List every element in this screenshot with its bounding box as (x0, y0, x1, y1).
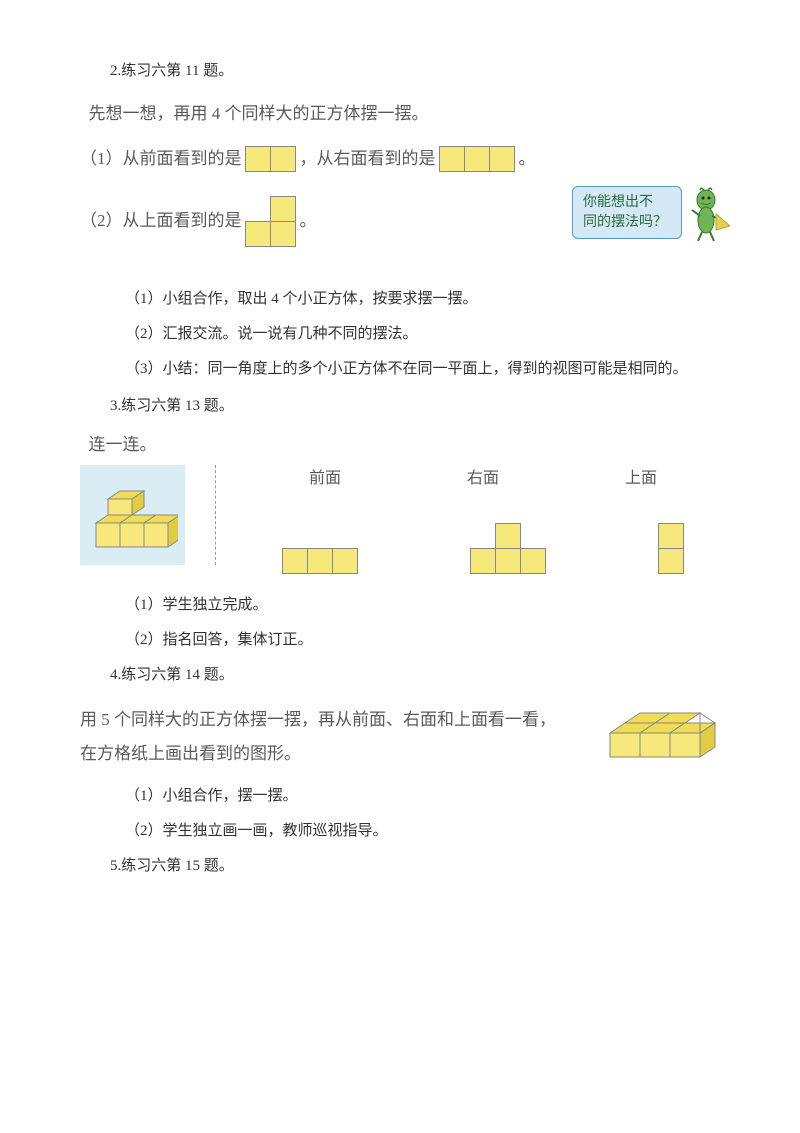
label-top: 上面 (625, 465, 657, 494)
q14-sub2: （2）学生独立画一画，教师巡视指导。 (80, 818, 720, 845)
q11-line1-c: 。 (519, 144, 536, 175)
q14-cube-icon (600, 703, 720, 773)
q11-line1: （1）从前面看到的是 ，从右面看到的是 。 (80, 144, 720, 175)
label-right: 右面 (467, 465, 499, 494)
q14-text: 用 5 个同样大的正方体摆一摆，再从前面、右面和上面看一看，在方格纸上画出看到的… (80, 703, 570, 771)
label-front: 前面 (309, 465, 341, 494)
right-view-3sq (440, 146, 515, 171)
q13-diagram: 前面 右面 上面 (80, 465, 720, 574)
cube-3d-icon (88, 475, 178, 555)
q15-heading: 5.练习六第 15 题。 (80, 853, 720, 880)
q13-heading: 3.练习六第 13 题。 (80, 393, 720, 420)
front-view-2sq (246, 146, 296, 171)
q11-line2-b: 。 (300, 206, 317, 237)
q13-3d-cube (80, 465, 185, 565)
q11-line1-b: ，从右面看到的是 (300, 144, 436, 175)
q11-line2: （2）从上面看到的是 。 你能想出不 同的摆法吗？ (80, 196, 720, 246)
q11-heading: 2.练习六第 11 题。 (80, 58, 720, 85)
q11-sub1: （1）小组合作，取出 4 个小正方体，按要求摆一摆。 (80, 286, 720, 313)
q13-sub1: （1）学生独立完成。 (80, 592, 720, 619)
view-shape-3 (659, 524, 684, 574)
view-shape-1 (283, 549, 358, 574)
separator (215, 465, 216, 565)
q14-heading: 4.练习六第 14 题。 (80, 662, 720, 689)
mascot-hint: 你能想出不 同的摆法吗？ (572, 186, 730, 242)
q14-body: 用 5 个同样大的正方体摆一摆，再从前面、右面和上面看一看，在方格纸上画出看到的… (80, 703, 720, 773)
speech-bubble: 你能想出不 同的摆法吗？ (572, 186, 682, 239)
q14-sub1: （1）小组合作，摆一摆。 (80, 783, 720, 810)
bubble-line2: 同的摆法吗？ (583, 215, 667, 230)
q11-prompt: 先想一想，再用 4 个同样大的正方体摆一摆。 (80, 99, 720, 130)
q11-line2-a: （2）从上面看到的是 (80, 206, 242, 237)
q11-sub2: （2）汇报交流。说一说有几种不同的摆法。 (80, 321, 720, 348)
q11-sub3: （3）小结：同一角度上的多个小正方体不在同一平面上，得到的视图可能是相同的。 (80, 356, 720, 383)
q11-line1-a: （1）从前面看到的是 (80, 144, 242, 175)
top-view-lshape (246, 196, 296, 246)
q13-sub2: （2）指名回答，集体订正。 (80, 627, 720, 654)
mascot-icon (686, 186, 730, 242)
bubble-line1: 你能想出不 (583, 195, 653, 210)
view-shape-2 (471, 524, 546, 574)
q13-title: 连一连。 (80, 430, 720, 461)
